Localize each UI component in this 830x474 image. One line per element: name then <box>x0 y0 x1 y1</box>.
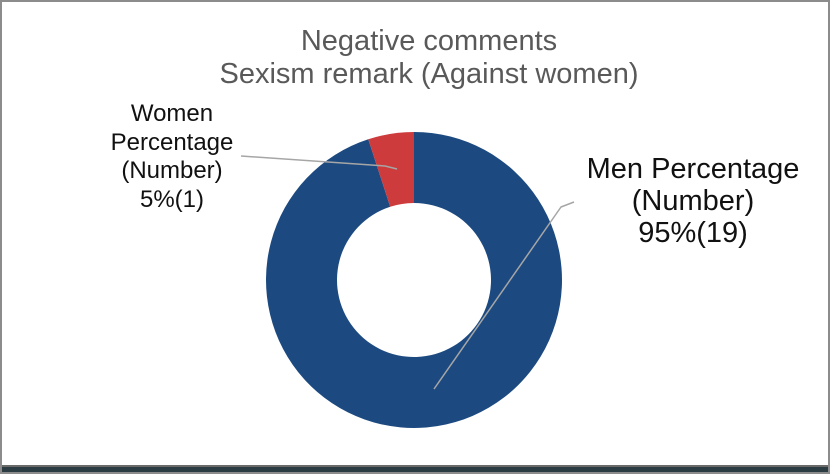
leader-line-women <box>240 155 398 170</box>
data-label-women-value: 5%(1) <box>139 185 205 213</box>
data-label-men: Men Percentage (Number) 95%(19) <box>587 153 800 249</box>
donut-slice-women <box>368 132 414 207</box>
donut-slices <box>266 132 562 428</box>
donut-slice-men <box>266 132 562 428</box>
data-label-women-line2: Percentage <box>110 128 234 156</box>
window-bottom-edge <box>2 465 828 472</box>
leader-line-men <box>433 201 575 390</box>
chart-title-line2: Sexism remark (Against women) <box>219 58 639 90</box>
data-label-men-line1: Men Percentage <box>586 153 800 185</box>
data-label-women-line3: (Number) <box>121 157 223 184</box>
data-label-men-value: 95%(19) <box>638 217 748 249</box>
data-label-women: Women Percentage (Number) 5%(1) <box>111 100 234 214</box>
chart-title-line1: Negative comments <box>300 25 558 57</box>
data-label-men-line2: (Number) <box>631 185 755 217</box>
data-label-women-line1: Women <box>130 100 214 127</box>
chart-title: Negative comments Sexism remark (Against… <box>220 25 639 91</box>
